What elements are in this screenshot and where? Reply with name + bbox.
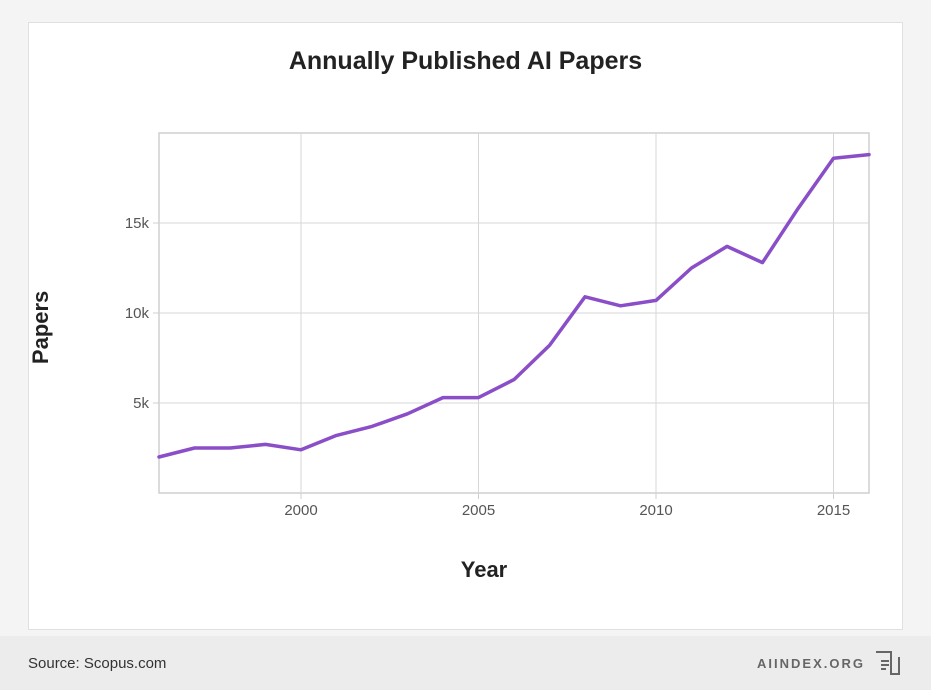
chart-title: Annually Published AI Papers xyxy=(29,47,902,76)
chart-card: Annually Published AI Papers Papers 5k 10… xyxy=(28,22,903,630)
svg-text:10k: 10k xyxy=(125,305,150,322)
source-prefix: Source: xyxy=(28,655,84,672)
svg-text:2015: 2015 xyxy=(817,502,850,519)
svg-text:2000: 2000 xyxy=(284,502,317,519)
source-name: Scopus.com xyxy=(84,655,167,672)
svg-text:2010: 2010 xyxy=(639,502,672,519)
brand: AIINDEX.ORG xyxy=(757,650,903,676)
brand-logo-icon xyxy=(875,650,903,676)
source-text: Source: Scopus.com xyxy=(28,655,166,672)
line-chart-svg: 5k 10k 15k 2000 2005 2010 2015 xyxy=(89,113,879,573)
x-axis-label: Year xyxy=(461,557,508,583)
svg-text:15k: 15k xyxy=(125,215,150,232)
svg-text:2005: 2005 xyxy=(462,502,495,519)
svg-text:5k: 5k xyxy=(133,395,149,412)
plot-area: Papers 5k10k15k2000200520102015 Year xyxy=(89,113,879,573)
y-axis-label: Papers xyxy=(28,291,54,364)
brand-text: AIINDEX.ORG xyxy=(757,656,865,671)
footer: Source: Scopus.com AIINDEX.ORG xyxy=(0,636,931,690)
